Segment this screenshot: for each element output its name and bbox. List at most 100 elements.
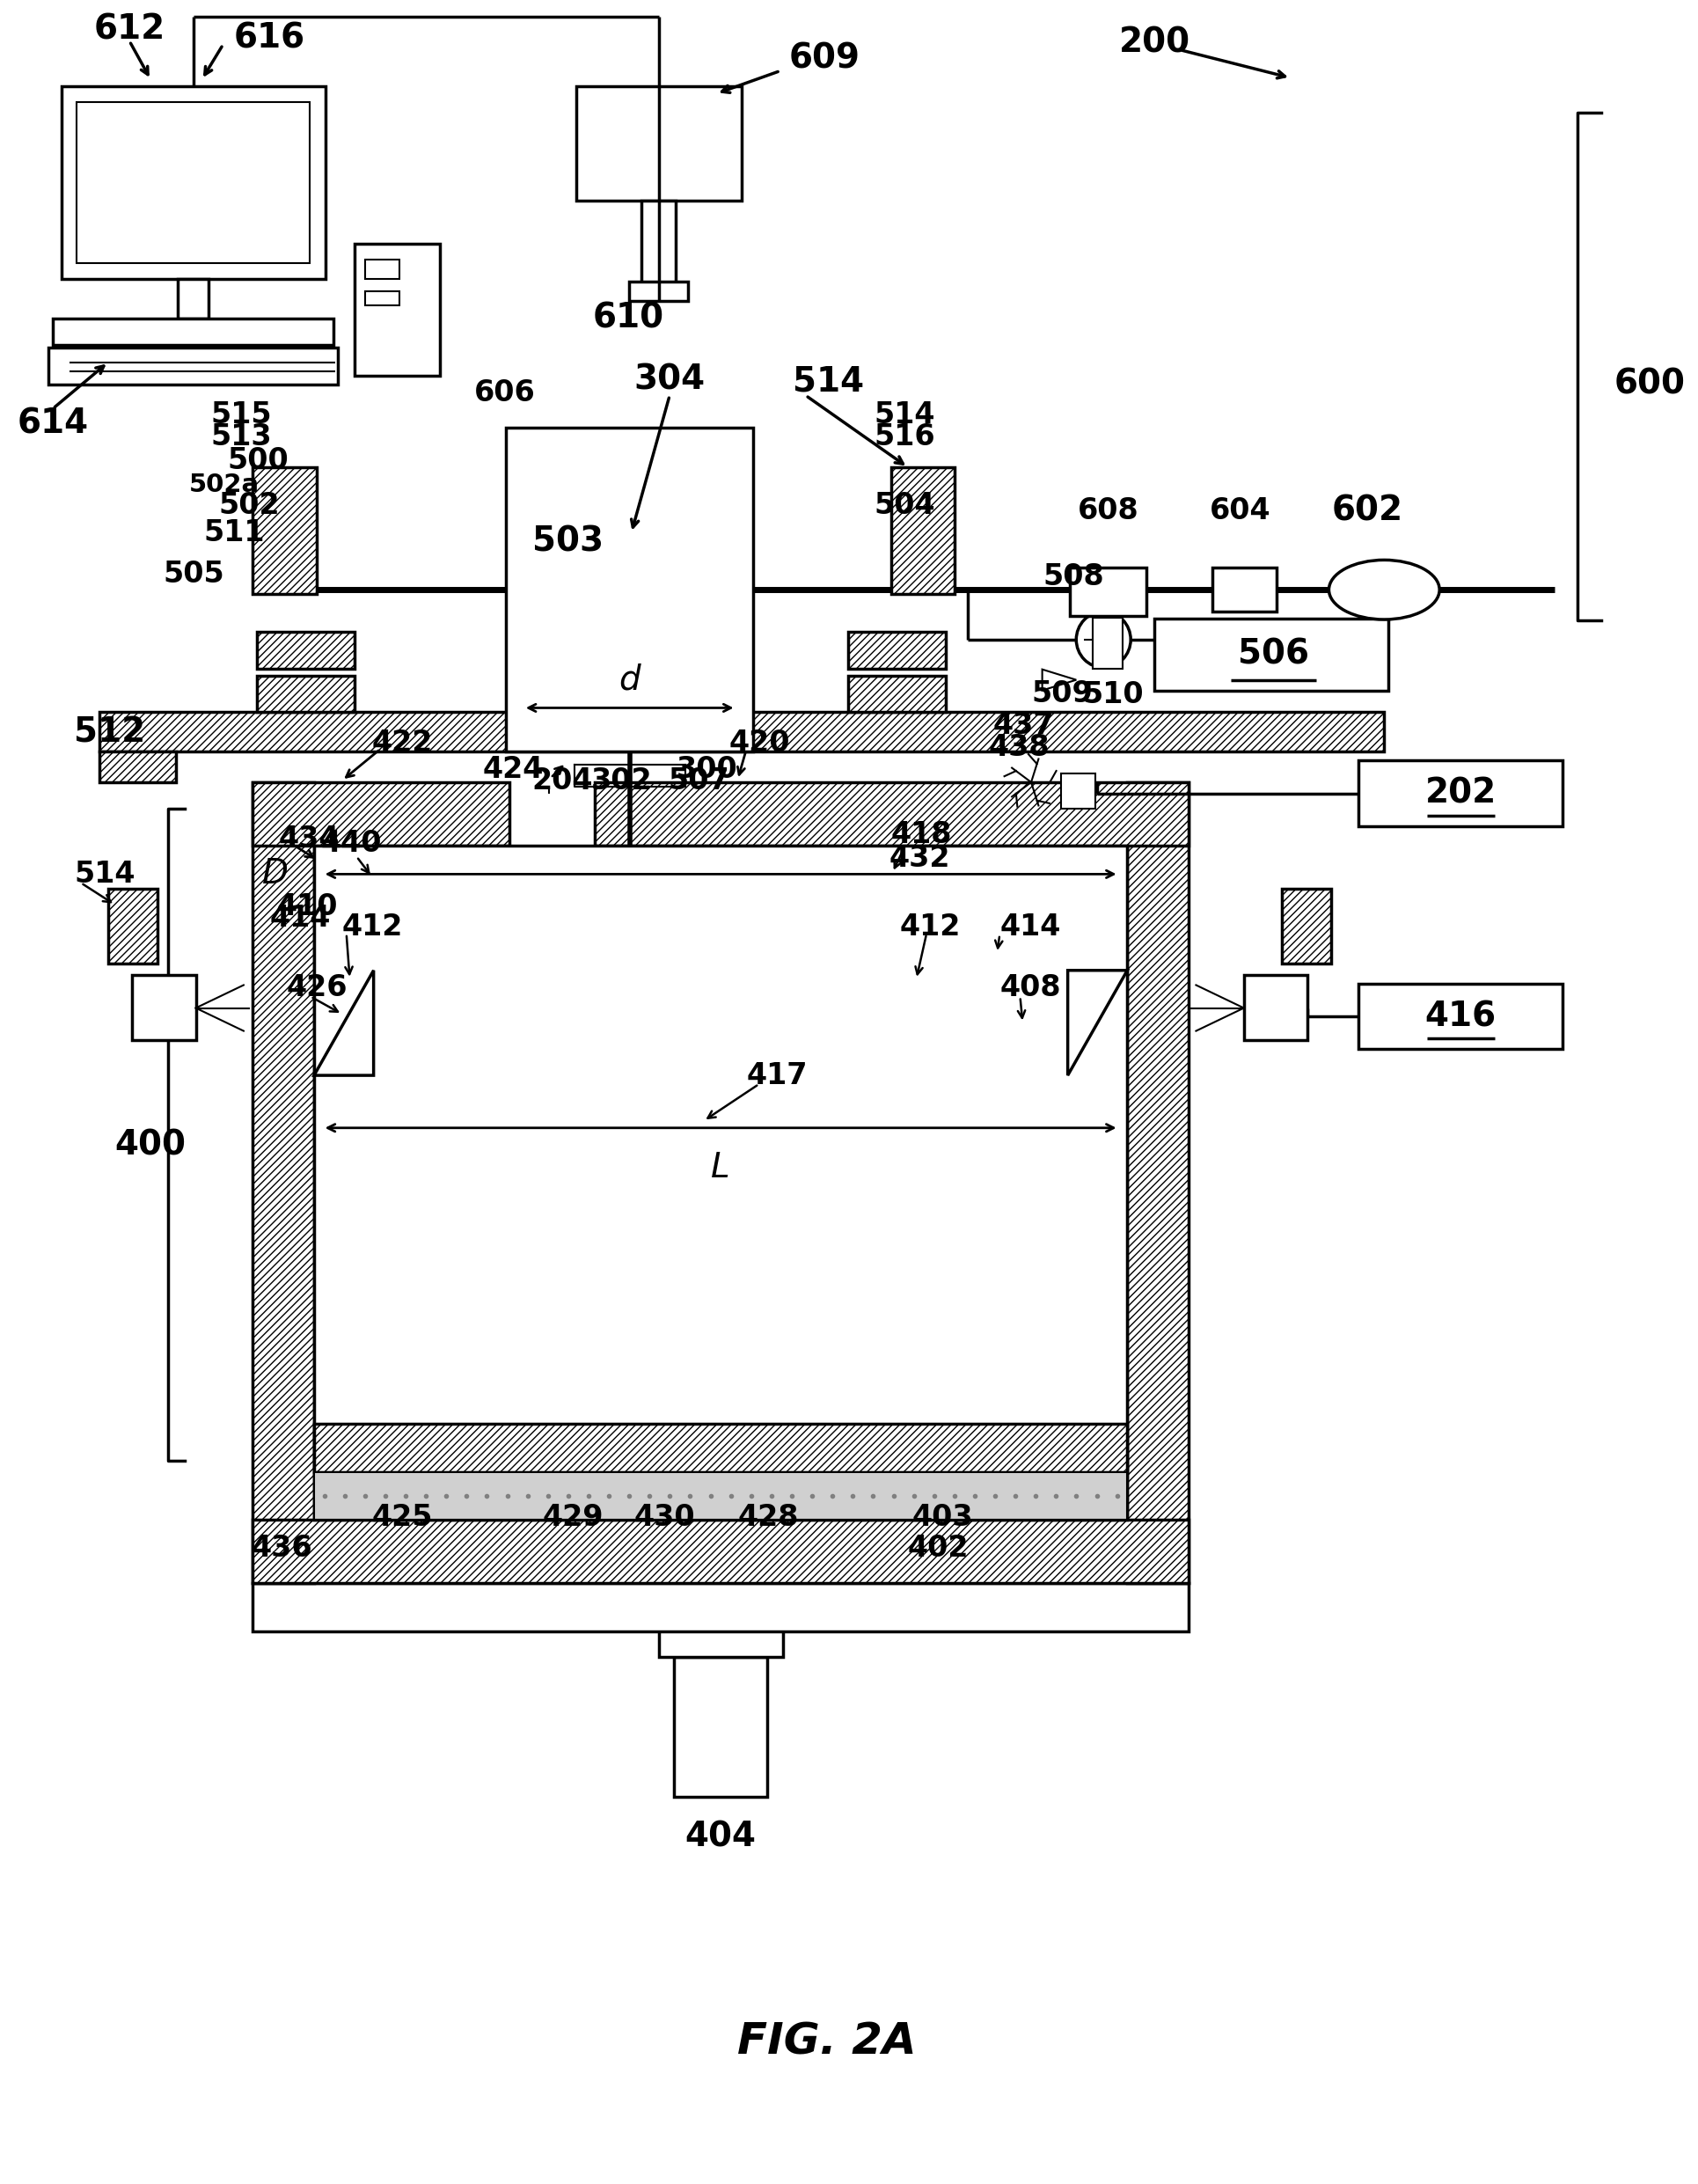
Text: 302: 302 xyxy=(591,767,652,795)
Text: 606: 606 xyxy=(474,378,535,408)
Text: 426: 426 xyxy=(287,974,348,1002)
Bar xyxy=(1358,760,1562,826)
Text: L: L xyxy=(711,1151,730,1184)
Text: 402: 402 xyxy=(908,1533,970,1562)
Text: 437: 437 xyxy=(993,710,1054,740)
Bar xyxy=(314,845,1127,1520)
Bar xyxy=(314,1424,1127,1472)
Text: 417: 417 xyxy=(745,1061,807,1090)
Text: 609: 609 xyxy=(790,41,859,74)
Bar xyxy=(253,467,316,594)
Bar xyxy=(100,751,177,782)
Bar xyxy=(1282,889,1331,963)
Text: 420: 420 xyxy=(728,727,790,758)
Text: 502a: 502a xyxy=(188,472,260,498)
Bar xyxy=(1070,568,1146,616)
Bar xyxy=(506,428,752,751)
Text: 429: 429 xyxy=(542,1503,603,1531)
Bar xyxy=(256,631,355,668)
Text: 505: 505 xyxy=(163,559,224,587)
Bar xyxy=(1127,782,1189,1583)
Text: 430: 430 xyxy=(633,1503,694,1531)
Text: 408: 408 xyxy=(1000,974,1061,1002)
Text: 436: 436 xyxy=(251,1533,312,1562)
Bar xyxy=(256,675,355,712)
Bar xyxy=(594,782,1189,845)
Text: 412: 412 xyxy=(900,913,961,941)
Text: 512: 512 xyxy=(75,716,146,749)
Bar xyxy=(1245,974,1307,1040)
Bar xyxy=(674,1658,767,1797)
Bar xyxy=(253,1520,1189,1583)
Text: FIG. 2A: FIG. 2A xyxy=(737,2020,917,2064)
Text: 502: 502 xyxy=(219,491,280,520)
Text: 514: 514 xyxy=(793,365,864,397)
Bar xyxy=(891,467,954,594)
Text: 400: 400 xyxy=(115,1129,187,1162)
Text: 424: 424 xyxy=(482,756,543,784)
Text: 416: 416 xyxy=(1425,1000,1496,1033)
Text: 515: 515 xyxy=(211,400,272,430)
Text: 204: 204 xyxy=(531,767,593,795)
Text: 612: 612 xyxy=(93,13,165,46)
Text: 410: 410 xyxy=(277,891,338,922)
Bar xyxy=(49,347,338,384)
Text: 507: 507 xyxy=(667,767,730,795)
Text: 403: 403 xyxy=(912,1503,973,1531)
Bar xyxy=(1358,983,1562,1048)
Text: 300: 300 xyxy=(676,756,739,784)
Bar xyxy=(849,675,946,712)
Bar xyxy=(178,280,209,319)
Text: 602: 602 xyxy=(1331,494,1403,529)
Polygon shape xyxy=(1043,668,1077,690)
Circle shape xyxy=(1077,612,1131,668)
Text: 504: 504 xyxy=(874,491,936,520)
Text: 509: 509 xyxy=(1031,679,1092,708)
Text: d: d xyxy=(618,664,640,697)
Bar xyxy=(76,103,309,264)
Text: 434: 434 xyxy=(278,826,340,854)
Bar xyxy=(61,87,324,280)
Bar xyxy=(642,201,676,284)
Text: 304: 304 xyxy=(633,363,705,397)
Text: 514: 514 xyxy=(75,860,136,889)
Text: 200: 200 xyxy=(1119,26,1190,59)
Text: 604: 604 xyxy=(1209,496,1272,526)
Bar xyxy=(576,87,742,201)
Bar xyxy=(314,1472,1127,1520)
Text: 422: 422 xyxy=(372,727,433,758)
Text: 428: 428 xyxy=(737,1503,798,1531)
Text: 438: 438 xyxy=(988,732,1049,762)
Text: 404: 404 xyxy=(684,1819,756,1854)
Bar xyxy=(659,1629,783,1658)
Bar xyxy=(53,319,333,345)
Bar xyxy=(365,260,399,280)
Bar xyxy=(253,782,314,1583)
Bar xyxy=(849,631,946,668)
Text: 500: 500 xyxy=(228,446,289,474)
Text: 432: 432 xyxy=(890,843,951,874)
Text: 510: 510 xyxy=(1082,679,1143,710)
Bar xyxy=(132,974,195,1040)
Text: 412: 412 xyxy=(341,913,402,941)
Ellipse shape xyxy=(1330,559,1440,620)
Text: 600: 600 xyxy=(1613,367,1684,402)
Text: 503: 503 xyxy=(531,524,603,559)
Text: 516: 516 xyxy=(874,422,936,452)
Bar xyxy=(100,712,1384,751)
Bar xyxy=(628,282,688,301)
Bar xyxy=(1061,773,1095,808)
Text: 508: 508 xyxy=(1043,561,1104,592)
Text: 513: 513 xyxy=(211,422,272,452)
Bar xyxy=(365,290,399,306)
Text: 440: 440 xyxy=(321,830,382,858)
Polygon shape xyxy=(1068,970,1127,1075)
Bar xyxy=(1092,618,1122,668)
Text: 202: 202 xyxy=(1425,778,1496,810)
Bar xyxy=(109,889,158,963)
Bar xyxy=(355,245,440,376)
Text: 506: 506 xyxy=(1238,638,1309,670)
Polygon shape xyxy=(314,970,374,1075)
Bar xyxy=(253,1583,1189,1631)
Bar xyxy=(1212,568,1277,612)
